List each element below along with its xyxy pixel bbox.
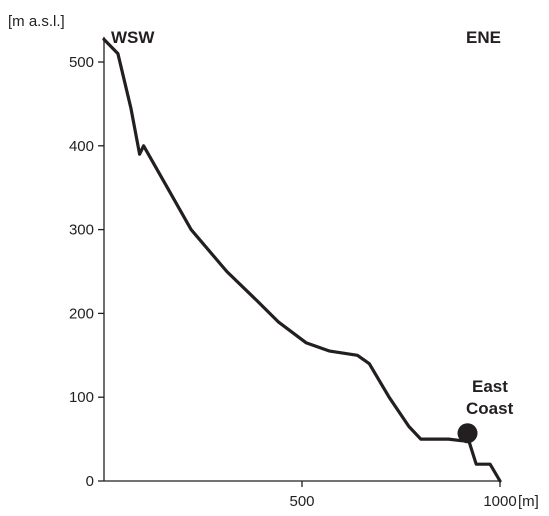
y-tick-label-500: 500: [69, 54, 94, 71]
x-tick-label-1000: 1000: [483, 493, 516, 510]
east-coast-label-line2: Coast: [466, 399, 514, 418]
x-axis-label: [m]: [518, 493, 539, 510]
x-tick-label-500: 500: [289, 493, 314, 510]
east-coast-label-line1: East: [472, 377, 508, 396]
y-tick-label-300: 300: [69, 222, 94, 239]
direction-label-wsw: WSW: [111, 28, 155, 47]
tick-marks: [98, 61, 501, 487]
axes: [103, 36, 500, 482]
y-tick-label-400: 400: [69, 138, 94, 155]
tick-labels: 0 100 200 300 400 500 500 1000: [69, 54, 517, 510]
east-coast-marker: [457, 423, 478, 444]
series-group: [102, 37, 502, 483]
direction-label-ene: ENE: [466, 28, 501, 47]
elevation-profile-line-0: [102, 37, 502, 483]
y-axis-label: [m a.s.l.]: [8, 13, 65, 30]
y-tick-label-100: 100: [69, 389, 94, 406]
y-tick-label-200: 200: [69, 305, 94, 322]
y-tick-label-0: 0: [86, 473, 94, 490]
